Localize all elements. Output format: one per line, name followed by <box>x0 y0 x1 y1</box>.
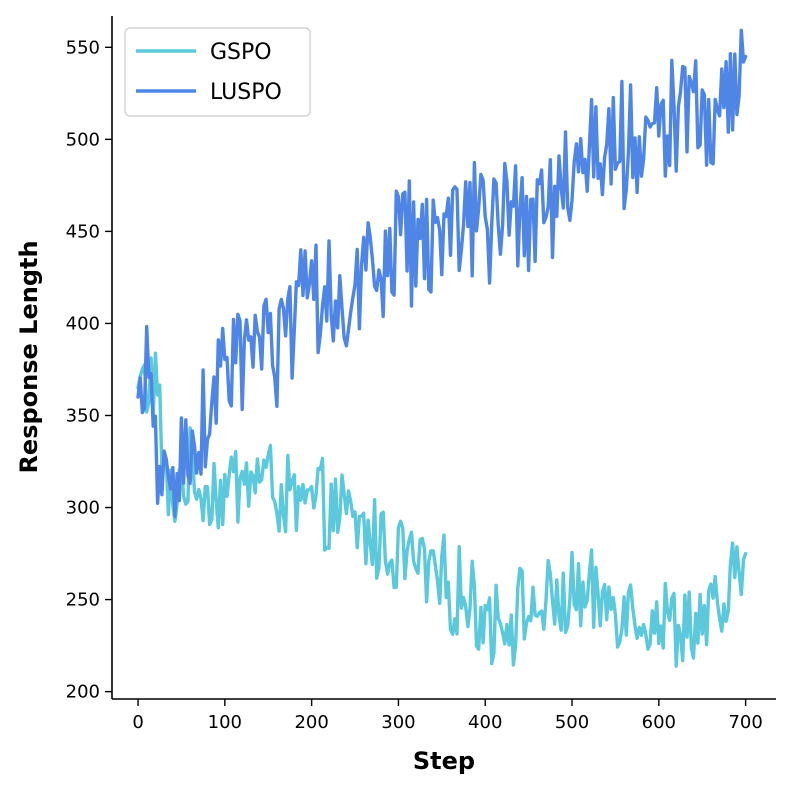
x-tick-label: 200 <box>294 712 328 733</box>
y-tick-label: 200 <box>66 682 100 703</box>
y-tick-label: 400 <box>66 313 100 334</box>
x-tick-label: 300 <box>381 712 415 733</box>
x-ticks: 0 100 200 300 400 500 600 700 <box>132 699 763 733</box>
series-line-gspo <box>136 351 748 668</box>
x-tick-label: 400 <box>468 712 502 733</box>
series-line-luspo <box>136 28 748 519</box>
y-tick-label: 300 <box>66 498 100 519</box>
legend-label-gspo: GSPO <box>210 40 272 65</box>
x-tick-label: 500 <box>555 712 589 733</box>
x-axis-title: Step <box>413 747 475 775</box>
y-tick-label: 250 <box>66 590 100 611</box>
series-layer <box>136 28 748 668</box>
y-tick-label: 550 <box>66 37 100 58</box>
y-axis-title: Response Length <box>15 240 43 473</box>
legend-label-luspo: LUSPO <box>210 80 282 105</box>
y-tick-label: 450 <box>66 221 100 242</box>
y-ticks: 200 250 300 350 400 450 500 550 <box>66 37 112 703</box>
legend: GSPO LUSPO <box>124 27 311 117</box>
x-tick-label: 0 <box>132 712 143 733</box>
y-tick-label: 350 <box>66 405 100 426</box>
x-tick-label: 700 <box>728 712 762 733</box>
y-tick-label: 500 <box>66 129 100 150</box>
x-tick-label: 600 <box>642 712 676 733</box>
x-tick-label: 100 <box>208 712 242 733</box>
